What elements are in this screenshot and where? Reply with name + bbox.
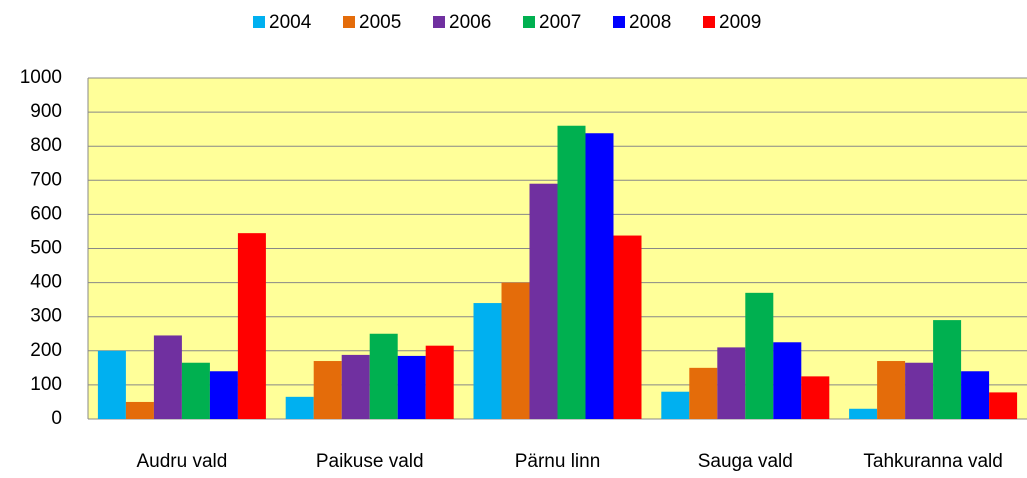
bar — [425, 345, 454, 419]
legend-swatch — [703, 16, 715, 28]
bar — [473, 303, 502, 419]
bar — [849, 408, 878, 419]
bar — [529, 183, 558, 419]
bar — [801, 376, 830, 419]
legend-label: 2007 — [539, 12, 581, 33]
bar — [877, 361, 906, 419]
legend-label: 2004 — [269, 12, 312, 33]
bar — [501, 282, 530, 419]
bar — [153, 335, 182, 419]
bar — [125, 401, 154, 419]
bar — [933, 320, 962, 419]
legend-swatch — [253, 16, 265, 28]
bar — [745, 292, 774, 419]
x-tick-label: Tahkuranna vald — [863, 451, 1002, 472]
legend-label: 2008 — [629, 12, 671, 33]
legend-label: 2005 — [359, 12, 401, 33]
bar — [313, 361, 342, 419]
legend-label: 2006 — [449, 12, 491, 33]
bar — [181, 362, 210, 419]
bar — [661, 391, 690, 419]
y-tick-label: 300 — [30, 306, 62, 327]
bar — [613, 235, 642, 419]
bar — [237, 233, 266, 419]
bar — [905, 362, 934, 419]
y-tick-label: 200 — [30, 340, 62, 361]
bar — [369, 333, 398, 419]
legend-swatch — [523, 16, 535, 28]
y-tick-label: 400 — [30, 272, 62, 293]
y-tick-label: 600 — [30, 203, 62, 224]
bar — [717, 347, 746, 419]
y-tick-label: 0 — [51, 408, 62, 429]
legend-swatch — [343, 16, 355, 28]
bar — [773, 342, 802, 419]
legend-swatch — [433, 16, 445, 28]
y-tick-label: 500 — [30, 238, 62, 259]
x-tick-label: Paikuse vald — [316, 451, 424, 472]
bar — [557, 125, 586, 420]
y-tick-label: 900 — [30, 101, 62, 122]
legend-label: 2009 — [719, 12, 761, 33]
bar — [209, 371, 238, 419]
y-tick-label: 1000 — [20, 67, 62, 88]
x-tick-label: Sauga vald — [698, 451, 793, 472]
bar — [97, 350, 126, 419]
bar — [689, 367, 718, 419]
bar — [961, 371, 990, 419]
bar — [585, 133, 614, 419]
x-tick-label: Audru vald — [136, 451, 227, 472]
y-tick-label: 100 — [30, 374, 62, 395]
bar — [341, 354, 370, 419]
legend-swatch — [613, 16, 625, 28]
y-tick-label: 800 — [30, 135, 62, 156]
y-tick-label: 700 — [30, 169, 62, 190]
x-tick-label: Pärnu linn — [515, 451, 601, 472]
bar — [285, 396, 314, 419]
bar — [989, 392, 1018, 419]
bar — [397, 355, 426, 419]
